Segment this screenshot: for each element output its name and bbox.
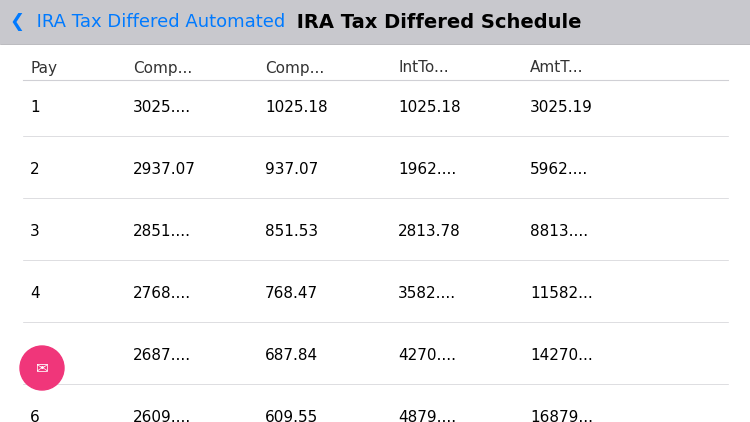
Bar — [0, 0, 750, 44]
Text: 3582....: 3582.... — [398, 287, 456, 301]
Text: 3: 3 — [30, 225, 40, 240]
Text: Comp...: Comp... — [265, 60, 324, 76]
Text: ✉: ✉ — [36, 360, 48, 376]
Text: 1025.18: 1025.18 — [265, 100, 328, 116]
Text: 1962....: 1962.... — [398, 162, 456, 178]
Text: 1: 1 — [30, 100, 40, 116]
Text: Pay: Pay — [30, 60, 57, 76]
Text: 2768....: 2768.... — [133, 287, 191, 301]
Text: 851.53: 851.53 — [265, 225, 318, 240]
Text: 3025....: 3025.... — [133, 100, 191, 116]
Text: 2813.78: 2813.78 — [398, 225, 460, 240]
Text: 16879...: 16879... — [530, 411, 593, 422]
Text: 6: 6 — [30, 411, 40, 422]
Text: ❮  IRA Tax Differed Automated: ❮ IRA Tax Differed Automated — [10, 13, 285, 31]
Text: 5: 5 — [30, 349, 40, 363]
Text: 14270...: 14270... — [530, 349, 592, 363]
Text: IntTo...: IntTo... — [398, 60, 448, 76]
Text: 4: 4 — [30, 287, 40, 301]
Text: 2609....: 2609.... — [133, 411, 191, 422]
Text: 2937.07: 2937.07 — [133, 162, 196, 178]
Text: 5962....: 5962.... — [530, 162, 588, 178]
Text: AmtT...: AmtT... — [530, 60, 584, 76]
Text: 11582...: 11582... — [530, 287, 592, 301]
Text: 768.47: 768.47 — [265, 287, 318, 301]
Text: 1025.18: 1025.18 — [398, 100, 460, 116]
Text: 8813....: 8813.... — [530, 225, 588, 240]
Text: 3025.19: 3025.19 — [530, 100, 592, 116]
Text: 2687....: 2687.... — [133, 349, 191, 363]
Text: 609.55: 609.55 — [265, 411, 318, 422]
Text: 2: 2 — [30, 162, 40, 178]
Circle shape — [20, 346, 64, 390]
Text: 4270....: 4270.... — [398, 349, 456, 363]
Text: 2851....: 2851.... — [133, 225, 191, 240]
Text: Comp...: Comp... — [133, 60, 192, 76]
Text: 937.07: 937.07 — [265, 162, 318, 178]
Text: 687.84: 687.84 — [265, 349, 318, 363]
Text: 4879....: 4879.... — [398, 411, 456, 422]
Text: IRA Tax Differed Schedule: IRA Tax Differed Schedule — [290, 13, 581, 32]
